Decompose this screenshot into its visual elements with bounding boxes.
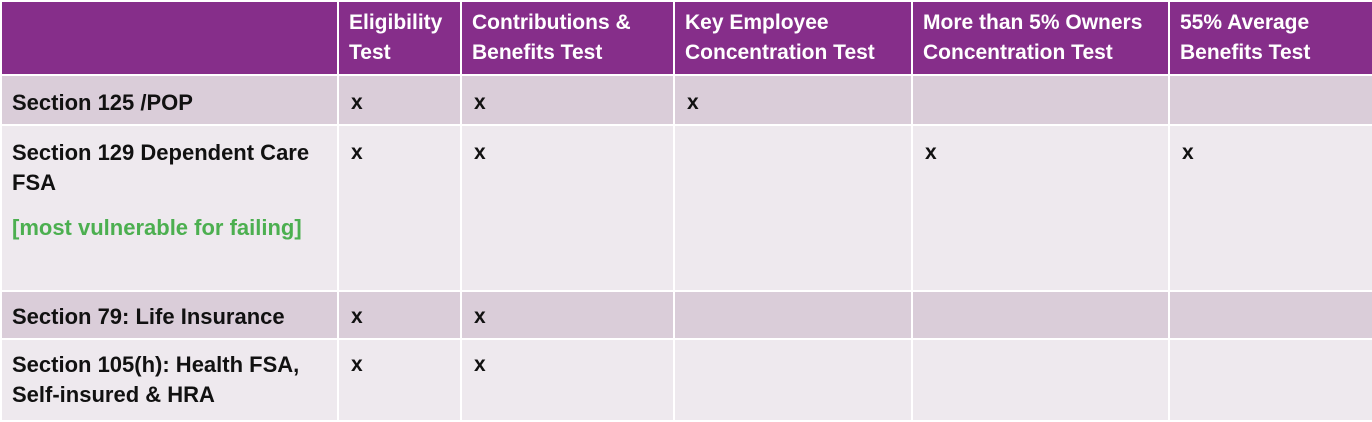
cell-mark: [673, 124, 913, 292]
row-label: Section 105(h): Health FSA, Self-insured…: [0, 338, 339, 422]
cell-mark: x: [337, 338, 462, 422]
header-row: Eligibility Test Contributions & Benefit…: [0, 0, 1372, 76]
cell-mark: [1168, 290, 1372, 340]
cell-mark: [1168, 74, 1372, 126]
cell-mark: x: [673, 74, 913, 126]
row-label: Section 129 Dependent Care FSA [most vul…: [0, 124, 339, 292]
cell-mark: x: [460, 124, 675, 292]
cell-mark: [673, 338, 913, 422]
row-label-text: Section 105(h): Health FSA, Self-insured…: [12, 352, 300, 407]
row-label-text: Section 129 Dependent Care FSA: [12, 140, 310, 195]
cell-mark: x: [460, 290, 675, 340]
header-owners-concentration-test: More than 5% Owners Concentration Test: [911, 0, 1170, 76]
cell-mark: [911, 74, 1170, 126]
cell-mark: x: [460, 74, 675, 126]
cell-mark: x: [460, 338, 675, 422]
cell-mark: x: [337, 124, 462, 292]
header-contributions-benefits-test: Contributions & Benefits Test: [460, 0, 675, 76]
header-eligibility-test: Eligibility Test: [337, 0, 462, 76]
table-row: Section 79: Life Insurance x x: [0, 290, 1372, 340]
cell-mark: x: [337, 74, 462, 126]
header-average-benefits-test: 55% Average Benefits Test: [1168, 0, 1372, 76]
header-empty: [0, 0, 339, 76]
row-label: Section 79: Life Insurance: [0, 290, 339, 340]
row-label: Section 125 /POP: [0, 74, 339, 126]
cell-mark: x: [337, 290, 462, 340]
cell-mark: [673, 290, 913, 340]
cell-mark: [911, 338, 1170, 422]
cell-mark: [911, 290, 1170, 340]
cell-mark: x: [1168, 124, 1372, 292]
cell-mark: [1168, 338, 1372, 422]
table-row: Section 129 Dependent Care FSA [most vul…: [0, 124, 1372, 292]
header-key-employee-concentration-test: Key Employee Concentration Test: [673, 0, 913, 76]
table-row: Section 125 /POP x x x: [0, 74, 1372, 126]
table-row: Section 105(h): Health FSA, Self-insured…: [0, 338, 1372, 422]
cell-mark: x: [911, 124, 1170, 292]
row-label-text: Section 125 /POP: [12, 90, 193, 115]
row-note: [most vulnerable for failing]: [12, 215, 302, 240]
row-label-text: Section 79: Life Insurance: [12, 304, 285, 329]
